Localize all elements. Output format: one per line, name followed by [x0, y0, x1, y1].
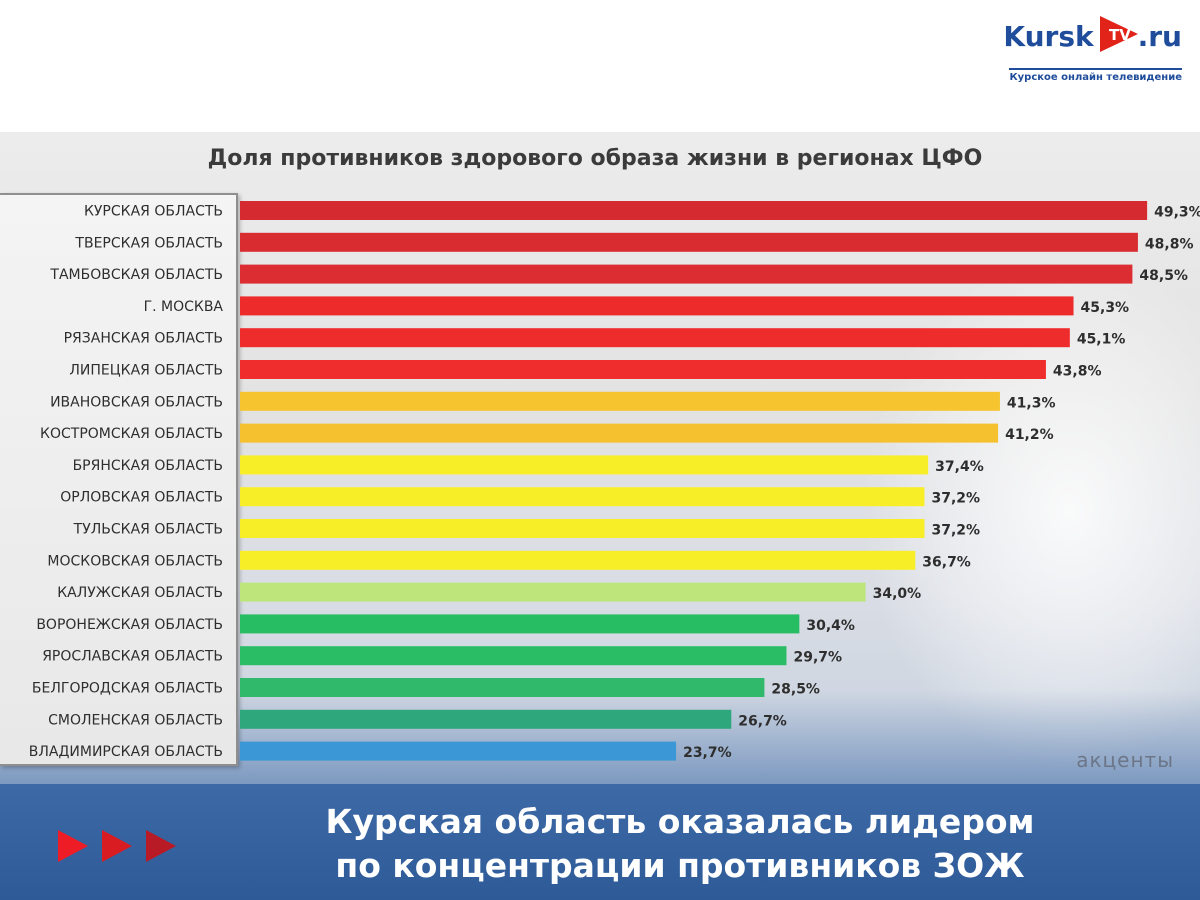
bar	[240, 328, 1070, 348]
triple-play-arrows-icon	[58, 830, 176, 862]
value-label: 43,8%	[1053, 364, 1102, 380]
headline-banner	[0, 784, 1200, 900]
logo-badge-text: TV	[1109, 26, 1131, 44]
value-label: 34,0%	[873, 586, 922, 602]
logo-brand-left: Kursk	[1003, 20, 1094, 53]
value-label: 36,7%	[922, 554, 971, 570]
value-label: 37,2%	[931, 491, 980, 507]
value-label: 30,4%	[806, 618, 855, 634]
value-label: 29,7%	[793, 650, 842, 666]
bar	[240, 550, 916, 570]
bar	[240, 455, 929, 475]
category-label-box	[0, 193, 238, 766]
bar	[240, 264, 1133, 284]
category-label: РЯЗАНСКАЯ ОБЛАСТЬ	[64, 331, 223, 347]
watermark-logo: акценты	[1076, 748, 1174, 772]
value-label: 37,2%	[931, 523, 980, 539]
category-label: КАЛУЖСКАЯ ОБЛАСТЬ	[57, 585, 223, 601]
bar	[240, 201, 1148, 220]
logo-brand-right: .ru	[1137, 20, 1182, 53]
bar	[240, 709, 732, 729]
category-label: ЛИПЕЦКАЯ ОБЛАСТЬ	[69, 363, 223, 379]
value-label: 41,3%	[1007, 395, 1056, 411]
category-label: ВОРОНЕЖСКАЯ ОБЛАСТЬ	[36, 617, 223, 633]
category-label: ВЛАДИМИРСКАЯ ОБЛАСТЬ	[29, 744, 223, 760]
bar	[240, 646, 787, 666]
value-label: 49,3%	[1154, 205, 1200, 221]
bar	[240, 487, 925, 507]
site-logo[interactable]: Kursk TV .ru Курское онлайн телевидение	[1003, 16, 1182, 84]
bar	[240, 232, 1138, 252]
value-label: 45,1%	[1077, 332, 1126, 348]
logo-tagline: Курское онлайн телевидение	[1009, 68, 1182, 83]
headline-line-1: Курская область оказалась лидером	[325, 802, 1035, 841]
bar	[240, 582, 866, 602]
logo-wordmark: Kursk TV .ru	[1003, 16, 1182, 54]
value-label: 26,7%	[738, 713, 787, 729]
bar	[240, 423, 999, 443]
headline: Курская область оказалась лидером по кон…	[220, 800, 1140, 888]
bar	[240, 614, 800, 634]
category-label: ТУЛЬСКАЯ ОБЛАСТЬ	[73, 522, 223, 538]
bar	[240, 519, 925, 538]
value-label: 48,8%	[1145, 236, 1194, 252]
headline-line-2: по концентрации противников ЗОЖ	[335, 846, 1025, 885]
category-label: МОСКОВСКАЯ ОБЛАСТЬ	[47, 553, 223, 569]
category-label: Г. МОСКВА	[144, 299, 224, 315]
category-label: СМОЛЕНСКАЯ ОБЛАСТЬ	[48, 712, 223, 728]
value-label: 37,4%	[935, 459, 984, 475]
category-label: ИВАНОВСКАЯ ОБЛАСТЬ	[50, 394, 223, 410]
category-label: ЯРОСЛАВСКАЯ ОБЛАСТЬ	[42, 649, 223, 665]
category-label: ТВЕРСКАЯ ОБЛАСТЬ	[74, 235, 223, 251]
category-label: ТАМБОВСКАЯ ОБЛАСТЬ	[49, 267, 223, 283]
value-label: 45,3%	[1081, 300, 1130, 316]
value-label: 23,7%	[683, 745, 732, 761]
value-label: 41,2%	[1005, 427, 1054, 443]
bar	[240, 741, 677, 761]
value-label: 48,5%	[1139, 268, 1188, 284]
bar	[240, 360, 1046, 379]
bar	[240, 391, 1000, 411]
category-label: ОРЛОВСКАЯ ОБЛАСТЬ	[60, 490, 223, 506]
category-label: БЕЛГОРОДСКАЯ ОБЛАСТЬ	[32, 681, 223, 697]
chart-title: Доля противников здорового образа жизни …	[207, 146, 983, 171]
category-label: КУРСКАЯ ОБЛАСТЬ	[84, 204, 223, 220]
value-label: 28,5%	[771, 682, 820, 698]
category-label: БРЯНСКАЯ ОБЛАСТЬ	[73, 458, 223, 474]
bar	[240, 296, 1074, 316]
bar	[240, 678, 765, 697]
logo-play-icon: TV	[1094, 14, 1140, 54]
category-label: КОСТРОМСКАЯ ОБЛАСТЬ	[40, 426, 223, 442]
